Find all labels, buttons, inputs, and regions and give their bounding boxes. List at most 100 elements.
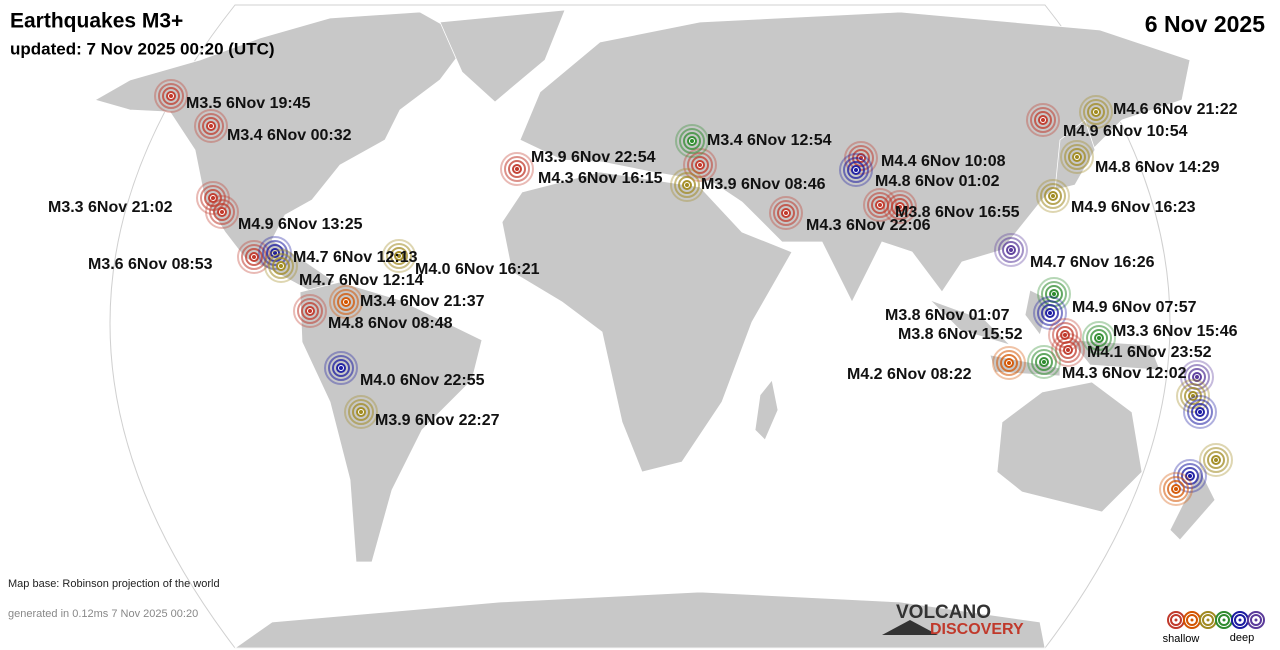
marker-ring — [245, 248, 263, 266]
marker-ring — [1191, 403, 1209, 421]
marker-ring — [390, 247, 408, 265]
legend-ring — [1247, 611, 1265, 629]
marker-ring — [301, 302, 319, 320]
marker-dot — [784, 211, 788, 215]
quake-marker — [1082, 321, 1116, 355]
marker-dot — [1052, 292, 1056, 296]
marker-dot — [1188, 474, 1192, 478]
marker-ring — [1040, 183, 1066, 209]
marker-dot — [878, 203, 882, 207]
marker-ring — [329, 285, 363, 319]
marker-ring — [1207, 451, 1225, 469]
marker-dot — [1214, 458, 1218, 462]
marker-ring — [258, 236, 292, 270]
marker-ring — [500, 152, 534, 186]
marker-ring — [293, 294, 327, 328]
marker-ring — [344, 395, 378, 429]
quake-label: M3.8 6Nov 16:55 — [895, 204, 1020, 221]
marker-ring — [196, 181, 230, 215]
marker-ring — [871, 196, 889, 214]
quake-label: M4.9 6Nov 13:25 — [238, 216, 363, 233]
quake-label: M4.7 6Nov 16:26 — [1030, 254, 1155, 271]
quake-label: M4.8 6Nov 08:48 — [328, 315, 453, 332]
quake-marker — [992, 346, 1026, 380]
legend-dot — [1254, 618, 1258, 622]
marker-ring — [1026, 103, 1060, 137]
quake-label: M4.8 6Nov 14:29 — [1095, 159, 1220, 176]
quake-label: M4.7 6Nov 12:13 — [293, 249, 418, 266]
marker-ring — [839, 153, 873, 187]
marker-ring — [1177, 463, 1203, 489]
marker-ring — [386, 243, 412, 269]
marker-ring — [1034, 111, 1052, 129]
quake-label: M3.3 6Nov 15:46 — [1113, 323, 1238, 340]
marker-ring — [1055, 337, 1081, 363]
marker-dot — [1063, 333, 1067, 337]
quake-marker — [324, 351, 358, 385]
quake-marker — [1036, 179, 1070, 213]
quake-label: M4.3 6Nov 22:06 — [806, 217, 931, 234]
quake-label: M4.8 6Nov 01:02 — [875, 173, 1000, 190]
legend-dot — [1222, 618, 1226, 622]
marker-dot — [359, 410, 363, 414]
marker-ring — [262, 240, 288, 266]
legend-dot — [1238, 618, 1242, 622]
marker-ring — [333, 289, 359, 315]
quake-marker — [1026, 103, 1060, 137]
marker-ring — [154, 79, 188, 113]
quake-label: M3.6 6Nov 08:53 — [88, 256, 213, 273]
marker-ring — [1167, 480, 1185, 498]
marker-ring — [1051, 333, 1085, 367]
marker-ring — [994, 233, 1028, 267]
marker-ring — [1086, 325, 1112, 351]
marker-ring — [198, 113, 224, 139]
marker-dot — [1041, 118, 1045, 122]
quake-marker — [205, 195, 239, 229]
marker-dot — [685, 183, 689, 187]
marker-dot — [690, 139, 694, 143]
quake-label: M3.4 6Nov 00:32 — [227, 127, 352, 144]
marker-ring — [352, 403, 370, 421]
marker-ring — [674, 172, 700, 198]
quake-marker — [344, 395, 378, 429]
marker-ring — [209, 199, 235, 225]
marker-ring — [1035, 353, 1053, 371]
quake-label: M4.2 6Nov 08:22 — [847, 366, 972, 383]
quake-label: M3.8 6Nov 01:07 — [885, 307, 1010, 324]
quake-marker — [1183, 395, 1217, 429]
marker-ring — [328, 355, 354, 381]
marker-ring — [996, 350, 1022, 376]
marker-ring — [1027, 345, 1061, 379]
quake-marker — [769, 196, 803, 230]
marker-ring — [337, 293, 355, 311]
quake-label: M4.9 6Nov 16:23 — [1071, 199, 1196, 216]
legend-ring — [1234, 614, 1246, 626]
quake-label: M3.5 6Nov 19:45 — [186, 95, 311, 112]
legend-dot — [1190, 618, 1194, 622]
marker-ring — [508, 160, 526, 178]
marker-ring — [1036, 179, 1070, 213]
marker-ring — [204, 189, 222, 207]
marker-ring — [1031, 349, 1057, 375]
quake-marker — [264, 249, 298, 283]
marker-dot — [169, 94, 173, 98]
quake-label: M4.7 6Nov 12:14 — [299, 272, 424, 289]
marker-ring — [1000, 354, 1018, 372]
quake-label: M4.3 6Nov 16:15 — [538, 170, 663, 187]
marker-ring — [200, 185, 226, 211]
marker-dot — [854, 168, 858, 172]
marker-ring — [162, 87, 180, 105]
marker-ring — [382, 239, 416, 273]
marker-ring — [264, 249, 298, 283]
marker-ring — [1082, 321, 1116, 355]
landmasses — [93, 9, 1216, 649]
quake-label: M4.0 6Nov 22:55 — [360, 372, 485, 389]
marker-ring — [1199, 443, 1233, 477]
legend-ring — [1170, 614, 1182, 626]
marker-ring — [1183, 395, 1217, 429]
marker-ring — [1083, 99, 1109, 125]
marker-ring — [1033, 296, 1067, 330]
quake-label: M3.4 6Nov 21:37 — [360, 293, 485, 310]
quake-marker — [1079, 95, 1113, 129]
marker-dot — [1075, 155, 1079, 159]
